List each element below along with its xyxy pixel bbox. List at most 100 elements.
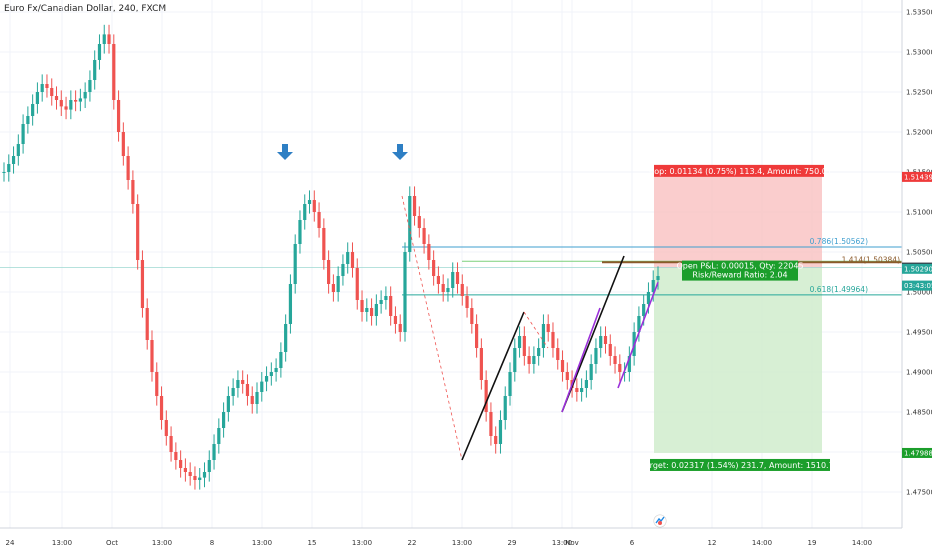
fib-1414-label: 1.414(1.50384) — [842, 255, 900, 264]
candle-body — [627, 356, 631, 372]
stop-label: Stop: 0.01134 (0.75%) 113.4, Amount: 750… — [646, 167, 832, 176]
candle-body — [83, 92, 87, 99]
candle-body — [365, 308, 369, 312]
price-tag-label: 1.51439 — [904, 173, 932, 181]
candle-body — [594, 348, 598, 364]
y-tick-label: 1.48500 — [906, 409, 932, 417]
dashed-pullback — [523, 311, 549, 349]
x-tick-label: 13:00 — [452, 539, 472, 547]
candle-body — [465, 296, 469, 308]
candle-body — [403, 252, 407, 332]
candle-body — [422, 228, 426, 244]
candle-body — [642, 304, 646, 316]
candle-body — [379, 300, 383, 304]
candle-body — [498, 420, 503, 444]
x-tick-label: 24 — [6, 539, 15, 547]
candle-body — [64, 106, 68, 110]
candle-body — [474, 324, 479, 348]
candle-body — [470, 308, 474, 324]
candle-body — [2, 172, 6, 173]
x-tick-label: Oct — [106, 539, 118, 547]
candle-body — [484, 380, 488, 412]
candle-body — [312, 200, 316, 212]
candle-body — [651, 280, 655, 292]
candle-body — [26, 116, 30, 124]
candle-body — [307, 200, 312, 204]
candle-body — [513, 348, 517, 372]
y-tick-label: 1.49000 — [906, 369, 932, 377]
candle-body — [97, 44, 102, 60]
candle-body — [11, 156, 16, 164]
price-tag-label: 03:43:05 — [904, 282, 932, 290]
price-tag — [902, 280, 932, 291]
candle-body — [317, 212, 321, 228]
x-tick-label: 13:00 — [52, 539, 72, 547]
candle-body — [260, 381, 264, 392]
candle-body — [522, 336, 526, 356]
candle-body — [532, 356, 536, 364]
open-pnl-label: Open P&L: 0.00015, Qty: 22045 — [676, 262, 803, 271]
candle-body — [341, 264, 345, 276]
candle-body — [231, 388, 235, 396]
candle-body — [584, 380, 588, 388]
x-tick-label: 13:00 — [552, 539, 572, 547]
x-tick-label: 19 — [808, 539, 817, 547]
candle-body — [656, 276, 660, 280]
target-label-box — [650, 458, 830, 471]
candle-body — [336, 276, 340, 292]
candle-body — [164, 420, 168, 436]
candle-body — [188, 472, 192, 476]
candle-body — [193, 476, 197, 480]
candle-body — [646, 292, 651, 304]
candle-body — [202, 472, 207, 478]
y-tick-label: 1.53500 — [906, 9, 932, 17]
y-tick-label: 1.49500 — [906, 329, 932, 337]
candle-body — [7, 164, 11, 172]
candle-body — [637, 316, 641, 332]
candle-body — [355, 268, 359, 300]
candle-body — [198, 477, 202, 480]
y-tick-label: 1.52500 — [906, 89, 932, 97]
candle-body — [527, 356, 531, 364]
x-tick-label: 14:00 — [752, 539, 772, 547]
candle-body — [489, 412, 493, 436]
candle-body — [565, 372, 569, 380]
candle-body — [393, 316, 398, 324]
candle-body — [107, 34, 111, 44]
candle-body — [298, 220, 302, 244]
candle-body — [436, 276, 441, 284]
stop-zone — [654, 176, 822, 268]
candle-body — [460, 284, 464, 296]
x-tick-label: 15 — [308, 539, 317, 547]
candle-body — [279, 352, 283, 368]
candle-body — [451, 272, 455, 288]
candle-body — [16, 144, 20, 156]
y-tick-label: 1.51000 — [906, 209, 932, 217]
trend-line-black-1 — [461, 311, 525, 461]
candle-body — [603, 336, 608, 344]
candle-body — [537, 348, 541, 356]
candle-body — [207, 460, 211, 472]
candle-body — [93, 60, 97, 80]
candle-body — [126, 156, 130, 180]
candle-body — [40, 84, 44, 92]
candle-body — [250, 396, 254, 404]
candle-body — [88, 80, 92, 92]
candle-body — [45, 84, 49, 88]
price-tag-label: 1.47988 — [904, 449, 932, 457]
candle-body — [417, 216, 421, 228]
price-tag — [902, 263, 932, 274]
open-pnl-box — [682, 260, 798, 281]
candle-body — [293, 244, 297, 284]
candle-body — [102, 34, 106, 44]
tradingview-logo-icon — [653, 514, 667, 528]
x-tick-label: 13:00 — [352, 539, 372, 547]
candle-body — [183, 468, 188, 472]
candle-body — [575, 388, 579, 392]
candle-body — [412, 196, 417, 216]
candle-body — [116, 100, 121, 132]
candle-body — [78, 98, 82, 102]
candle-body — [212, 444, 216, 460]
